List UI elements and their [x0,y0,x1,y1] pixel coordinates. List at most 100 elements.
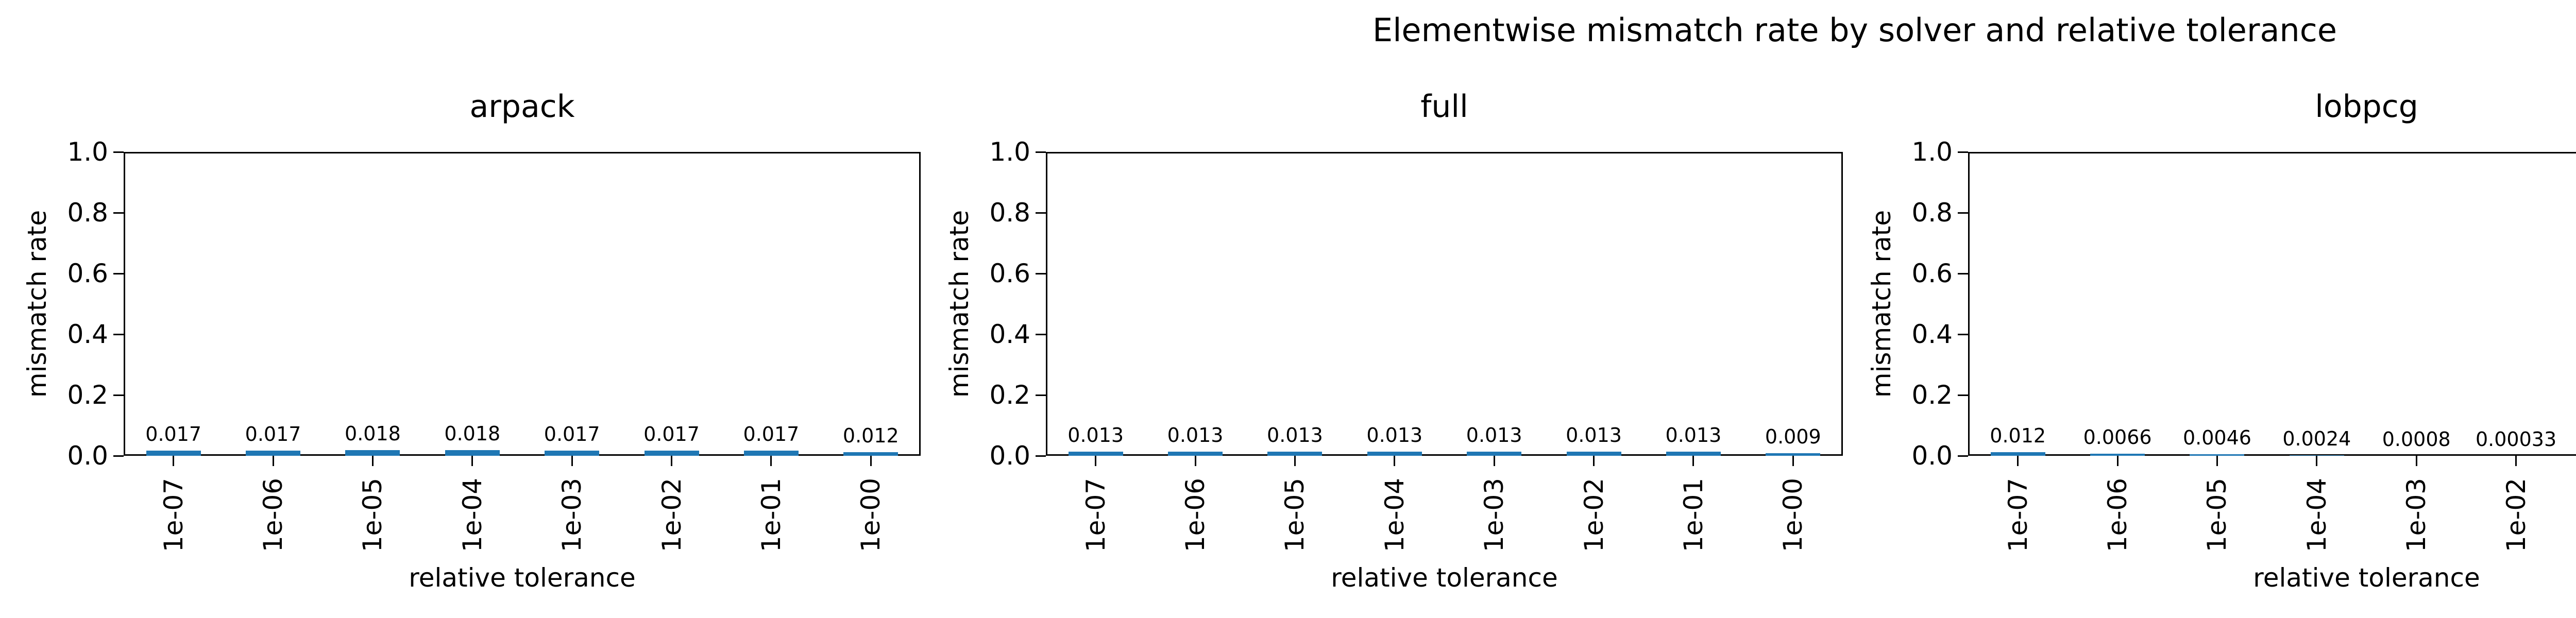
bar [1168,452,1223,456]
x-tick-mark [471,456,473,466]
bar [2190,454,2245,456]
bar-value-label: 0.013 [1167,424,1224,447]
bar-value-label: 0.013 [1366,424,1423,447]
y-tick-mark [113,394,124,396]
bar [1467,452,1522,456]
y-tick-mark [1958,455,1968,457]
y-tick-label: 0.6 [989,259,1030,288]
x-tick-label: 1e-03 [1479,477,1510,553]
bar [1367,452,1422,456]
bar-value-label: 0.017 [544,423,600,445]
x-tick-label: 1e-04 [2301,477,2332,553]
bar-value-label: 0.0046 [2182,426,2251,449]
y-tick-label: 0.0 [67,441,108,471]
x-tick-label: 1e-06 [258,477,289,553]
y-tick-label: 0.4 [1911,319,1953,349]
x-tick-label: 1e-01 [756,477,786,553]
bar-value-label: 0.017 [743,423,800,445]
bar-value-label: 0.018 [444,422,501,445]
y-tick-mark [113,455,124,457]
x-tick-label: 1e-05 [358,477,388,553]
x-tick-mark [272,456,274,466]
bar [345,450,400,456]
y-tick-mark [113,272,124,274]
x-tick-mark [2515,456,2517,466]
x-tick-mark [1593,456,1595,466]
bar-value-label: 0.012 [842,424,899,447]
y-tick-label: 0.0 [989,441,1030,471]
x-tick-mark [671,456,673,466]
bar [1267,452,1323,456]
bar-value-label: 0.013 [1665,424,1722,447]
x-axis-label: relative tolerance [1331,563,1558,593]
subplot-title-full: full [1420,89,1468,125]
y-tick-label: 0.2 [1911,380,1953,410]
x-tick-mark [2017,456,2019,466]
y-tick-label: 0.8 [1911,198,1953,228]
bar [743,451,799,456]
bar [1990,452,2045,456]
y-tick-label: 0.2 [67,380,108,410]
bar [1766,453,1821,456]
subplot-title-lobpcg: lobpcg [2315,89,2418,125]
y-tick-label: 0.4 [989,319,1030,349]
x-tick-mark [770,456,772,466]
y-tick-mark [1036,333,1046,335]
bar-value-label: 0.017 [643,423,700,445]
y-tick-mark [1958,212,1968,214]
x-tick-label: 1e-02 [2501,477,2531,553]
y-tick-label: 0.0 [1911,441,1953,471]
x-tick-mark [1194,456,1196,466]
y-tick-label: 0.4 [67,319,108,349]
bar-value-label: 0.017 [245,423,301,445]
bar-value-label: 0.00033 [2475,428,2557,451]
bar-value-label: 0.017 [145,423,202,445]
x-tick-mark [2316,456,2318,466]
x-tick-mark [371,456,374,466]
y-tick-mark [1036,455,1046,457]
x-axis-label: relative tolerance [409,563,636,593]
x-tick-label: 1e-05 [1280,477,1310,553]
bar-value-label: 0.0024 [2282,427,2351,450]
x-tick-label: 1e-00 [856,477,886,553]
y-tick-label: 0.2 [989,380,1030,410]
x-tick-label: 1e-07 [2003,477,2033,553]
bar [146,451,201,456]
y-tick-mark [1036,212,1046,214]
x-tick-label: 1e-03 [557,477,587,553]
y-tick-mark [1958,151,1968,153]
y-tick-mark [113,333,124,335]
bar [2090,454,2145,456]
y-tick-mark [1036,272,1046,274]
x-tick-mark [1394,456,1396,466]
x-tick-mark [1095,456,1097,466]
y-tick-mark [1036,394,1046,396]
x-tick-mark [870,456,872,466]
x-tick-label: 1e-00 [1778,477,1808,553]
x-tick-mark [571,456,573,466]
bar-value-label: 0.013 [1267,424,1323,447]
bar-value-label: 0.018 [345,422,401,445]
x-axis-label: relative tolerance [2253,563,2480,593]
bar [843,452,899,456]
x-tick-mark [1294,456,1296,466]
bar [445,450,500,456]
x-tick-label: 1e-05 [2202,477,2232,553]
y-axis-label: mismatch rate [22,210,52,398]
y-tick-mark [1036,151,1046,153]
y-tick-label: 0.8 [989,198,1030,228]
x-tick-label: 1e-03 [2401,477,2432,553]
bar-value-label: 0.013 [1067,424,1124,447]
bar-value-label: 0.0066 [2083,426,2152,449]
x-tick-mark [1792,456,1794,466]
bar [246,451,301,456]
x-tick-mark [1493,456,1495,466]
bar [1666,452,1721,456]
y-axis-label: mismatch rate [944,210,974,398]
x-tick-label: 1e-02 [656,477,687,553]
figure-title: Elementwise mismatch rate by solver and … [1372,11,2337,49]
y-tick-mark [1958,272,1968,274]
y-axis-label: mismatch rate [1867,210,1896,398]
x-tick-mark [2415,456,2417,466]
